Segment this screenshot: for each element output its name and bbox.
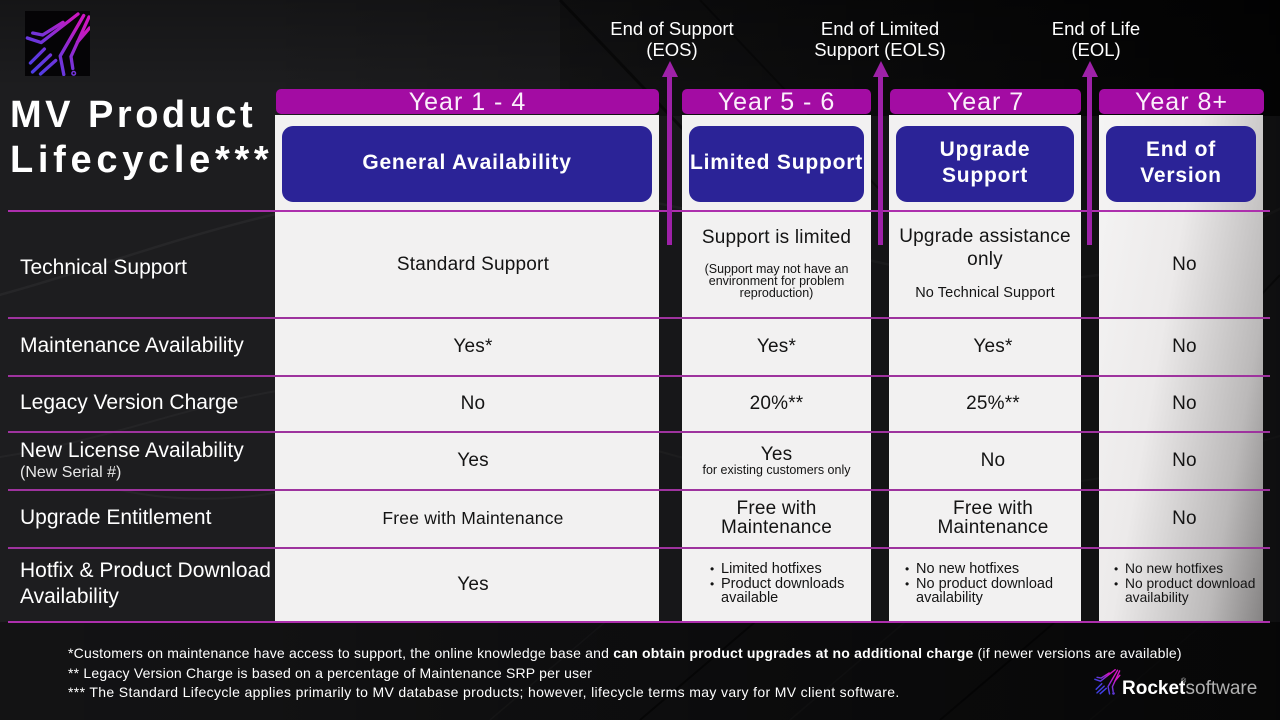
svg-text:Rocket: Rocket [1122,678,1186,699]
svg-text:®: ® [1181,677,1187,685]
svg-text:software: software [1186,678,1258,699]
